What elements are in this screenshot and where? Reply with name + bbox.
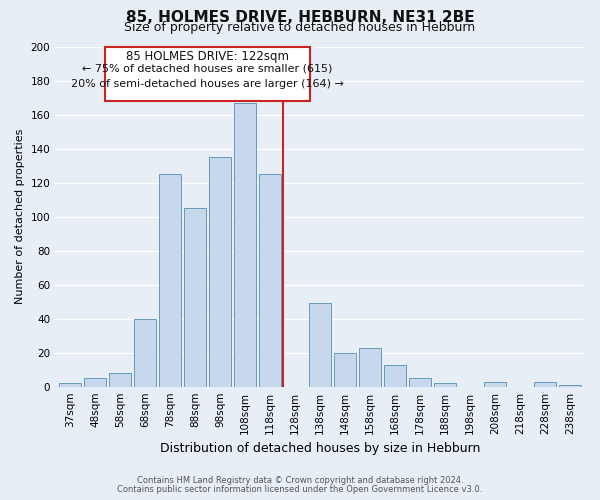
Bar [384, 364, 406, 386]
Bar [259, 174, 281, 386]
Y-axis label: Number of detached properties: Number of detached properties [15, 129, 25, 304]
X-axis label: Distribution of detached houses by size in Hebburn: Distribution of detached houses by size … [160, 442, 480, 455]
Text: 20% of semi-detached houses are larger (164) →: 20% of semi-detached houses are larger (… [71, 79, 344, 89]
Text: ← 75% of detached houses are smaller (615): ← 75% of detached houses are smaller (61… [82, 64, 333, 74]
Bar [84, 378, 106, 386]
Bar [409, 378, 431, 386]
Text: 85, HOLMES DRIVE, HEBBURN, NE31 2BE: 85, HOLMES DRIVE, HEBBURN, NE31 2BE [125, 10, 475, 25]
Bar [309, 304, 331, 386]
Bar [59, 384, 82, 386]
Bar [434, 384, 456, 386]
Bar [159, 174, 181, 386]
Bar [559, 385, 581, 386]
Bar [234, 102, 256, 387]
Bar [209, 157, 232, 386]
Bar [484, 382, 506, 386]
Bar [534, 382, 556, 386]
Bar [359, 348, 382, 387]
Bar [109, 373, 131, 386]
Text: 85 HOLMES DRIVE: 122sqm: 85 HOLMES DRIVE: 122sqm [126, 50, 289, 63]
Text: Size of property relative to detached houses in Hebburn: Size of property relative to detached ho… [124, 21, 476, 34]
Text: Contains public sector information licensed under the Open Government Licence v3: Contains public sector information licen… [118, 484, 482, 494]
FancyBboxPatch shape [105, 46, 310, 101]
Text: Contains HM Land Registry data © Crown copyright and database right 2024.: Contains HM Land Registry data © Crown c… [137, 476, 463, 485]
Bar [184, 208, 206, 386]
Bar [134, 318, 157, 386]
Bar [334, 352, 356, 386]
